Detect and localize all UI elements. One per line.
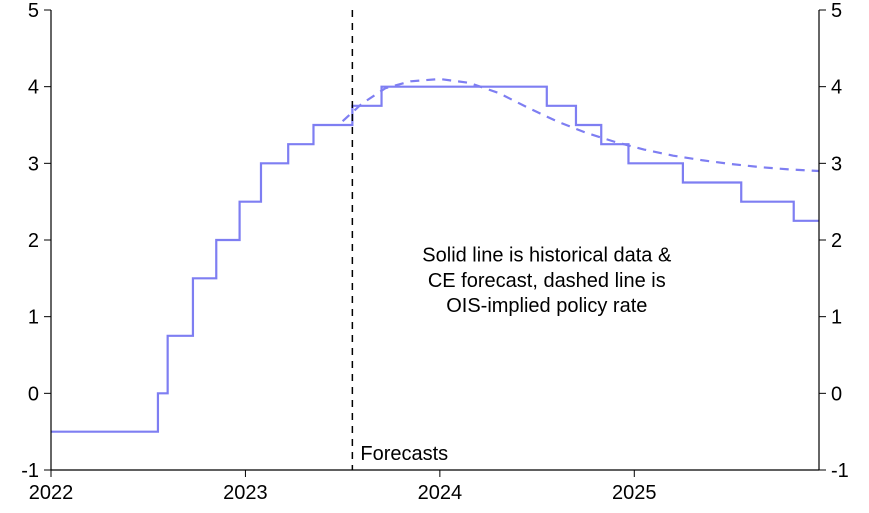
y-tick-label-left: 0 bbox=[28, 383, 39, 405]
x-tick-label: 2024 bbox=[418, 482, 463, 504]
y-tick-label-right: 5 bbox=[831, 0, 842, 22]
annotation-line-1: CE forecast, dashed line is bbox=[428, 270, 666, 292]
x-tick-label: 2022 bbox=[29, 482, 74, 504]
y-tick-label-right: 4 bbox=[831, 77, 842, 99]
y-tick-label-right: 1 bbox=[831, 307, 842, 329]
y-tick-label-left: -1 bbox=[21, 460, 39, 482]
forecast-label: Forecasts bbox=[360, 443, 448, 465]
x-tick-label: 2023 bbox=[223, 482, 268, 504]
y-tick-label-right: -1 bbox=[831, 460, 849, 482]
annotation-line-2: OIS-implied policy rate bbox=[446, 295, 647, 317]
policy-rate-chart: Forecasts Solid line is historical data &… bbox=[0, 0, 869, 513]
y-tick-label-left: 5 bbox=[28, 0, 39, 22]
y-tick-label-left: 3 bbox=[28, 153, 39, 175]
annotation-line-0: Solid line is historical data & bbox=[422, 244, 672, 266]
x-tick-label: 2025 bbox=[612, 482, 657, 504]
y-tick-label-left: 4 bbox=[28, 77, 39, 99]
y-tick-label-right: 2 bbox=[831, 230, 842, 252]
y-tick-label-left: 2 bbox=[28, 230, 39, 252]
y-tick-label-left: 1 bbox=[28, 307, 39, 329]
y-tick-label-right: 0 bbox=[831, 383, 842, 405]
y-tick-label-right: 3 bbox=[831, 153, 842, 175]
